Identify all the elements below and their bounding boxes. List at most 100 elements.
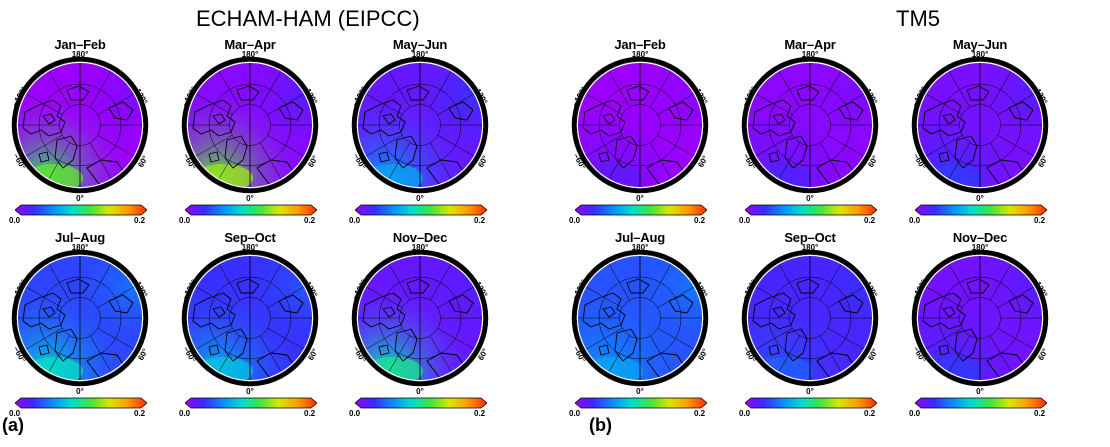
colorbar <box>745 397 877 409</box>
polar-map <box>11 56 149 194</box>
map-frame <box>741 56 879 194</box>
longitude-label-bottom: 0° <box>636 387 644 396</box>
colorbar <box>185 397 317 409</box>
polar-map <box>351 56 489 194</box>
season-title: May–Jun <box>392 37 448 52</box>
coastline <box>938 344 950 356</box>
coastline <box>224 328 248 362</box>
colorbar <box>575 397 707 409</box>
panel-a: ECHAM-HAM (EIPCC) (a) Jan–Feb 180° 0° −120°… <box>2 6 495 435</box>
colorbar-max-label: 0.2 <box>134 409 146 418</box>
colorbar <box>185 204 317 216</box>
coastline <box>362 292 406 330</box>
coastline <box>362 99 406 137</box>
colorbar-gradient <box>575 397 707 409</box>
colorbar <box>355 397 487 409</box>
season-title: Jan–Feb <box>54 37 106 52</box>
map-frame <box>741 249 879 387</box>
coastline <box>768 344 780 356</box>
colorbar <box>15 397 147 409</box>
colorbar-min-label: 0.0 <box>739 216 751 225</box>
coastline <box>54 328 78 362</box>
coastline <box>192 292 236 330</box>
longitude-label-bottom: 0° <box>636 194 644 203</box>
colorbar-max-label: 0.2 <box>864 409 876 418</box>
colorbar-min-label: 0.0 <box>179 409 191 418</box>
coastline <box>838 294 864 314</box>
season-title: Jul–Aug <box>615 230 665 245</box>
coastline <box>966 85 990 101</box>
coastline <box>382 113 396 125</box>
coastline <box>602 306 616 318</box>
colorbar <box>575 204 707 216</box>
coastline <box>784 135 808 169</box>
coastline <box>938 151 950 163</box>
polar-map <box>11 249 149 387</box>
longitude-label-bottom: 0° <box>76 194 84 203</box>
colorbar <box>915 204 1047 216</box>
coastline <box>838 101 864 121</box>
map-frame <box>571 56 709 194</box>
longitude-label-top: 180° <box>411 243 429 252</box>
colorbar-min-label: 0.0 <box>349 409 361 418</box>
coastline <box>1008 101 1034 121</box>
colorbar-min-label: 0.0 <box>569 409 581 418</box>
coastline <box>668 294 694 314</box>
season-title: May–Jun <box>952 37 1008 52</box>
panel-label: (b) <box>589 415 612 435</box>
coastline <box>598 344 610 356</box>
colorbar-max-label: 0.2 <box>134 216 146 225</box>
longitude-label-top: 180° <box>71 50 89 59</box>
coastline <box>382 306 396 318</box>
coastline <box>582 292 626 330</box>
coastline <box>406 85 430 101</box>
coastline <box>108 101 134 121</box>
map-frame <box>911 56 1049 194</box>
colorbar <box>915 397 1047 409</box>
colorbar-gradient <box>915 204 1047 216</box>
season-map: May–Jun 180° 0° −120° 120° −60° 60° 0.0 0.2 <box>345 37 495 227</box>
colorbar-gradient <box>745 204 877 216</box>
coastline <box>406 278 430 294</box>
season-title: Nov–Dec <box>952 230 1008 245</box>
coastline <box>954 328 978 362</box>
longitude-label-bottom: 0° <box>976 387 984 396</box>
season-title: Mar–Apr <box>224 37 276 52</box>
coastline <box>1008 294 1034 314</box>
colorbar-min-label: 0.0 <box>9 409 21 418</box>
coastline <box>66 278 90 294</box>
longitude-label-top: 180° <box>631 243 649 252</box>
season-title: Mar–Apr <box>784 37 836 52</box>
coastline <box>108 294 134 314</box>
coastline <box>394 328 418 362</box>
map-frame <box>181 56 319 194</box>
panel-b: TM5 (b) Jan–Feb 180° 0° −120° 120° −60° 60° 0.0… <box>560 0 1110 447</box>
coastline <box>942 306 956 318</box>
model-title: ECHAM-HAM (EIPCC) <box>196 6 420 31</box>
coastline <box>378 151 390 163</box>
season-map: Mar–Apr 180° 0° −120° 120° −60° 60° 0.0 0.2 <box>735 37 885 227</box>
season-map: Jul–Aug 180° 0° −120° 120° −60° 60° 0.0 0.2 <box>565 230 715 420</box>
coastline <box>448 294 474 314</box>
coastline <box>668 101 694 121</box>
longitude-label-bottom: 0° <box>246 387 254 396</box>
coastline <box>236 278 260 294</box>
coastline <box>626 278 650 294</box>
season-map: May–Jun 180° 0° −120° 120° −60° 60° 0.0 0.2 <box>905 37 1055 227</box>
coastline <box>954 135 978 169</box>
coastline <box>38 151 50 163</box>
coastline <box>752 292 796 330</box>
colorbar-min-label: 0.0 <box>9 216 21 225</box>
colorbar-gradient <box>575 204 707 216</box>
coastline <box>614 328 638 362</box>
colorbar <box>15 204 147 216</box>
longitude-label-bottom: 0° <box>416 387 424 396</box>
longitude-label-top: 180° <box>71 243 89 252</box>
season-map: Nov–Dec 180° 0° −120° 120° −60° 60° 0.0 0.2 <box>345 230 495 420</box>
coastline <box>784 328 808 362</box>
coastline <box>278 294 304 314</box>
longitude-label-top: 180° <box>411 50 429 59</box>
season-map: Jan–Feb 180° 0° −120° 120° −60° 60° 0.0 0.2 <box>5 37 155 227</box>
map-frame <box>11 56 149 194</box>
polar-map <box>911 249 1049 387</box>
